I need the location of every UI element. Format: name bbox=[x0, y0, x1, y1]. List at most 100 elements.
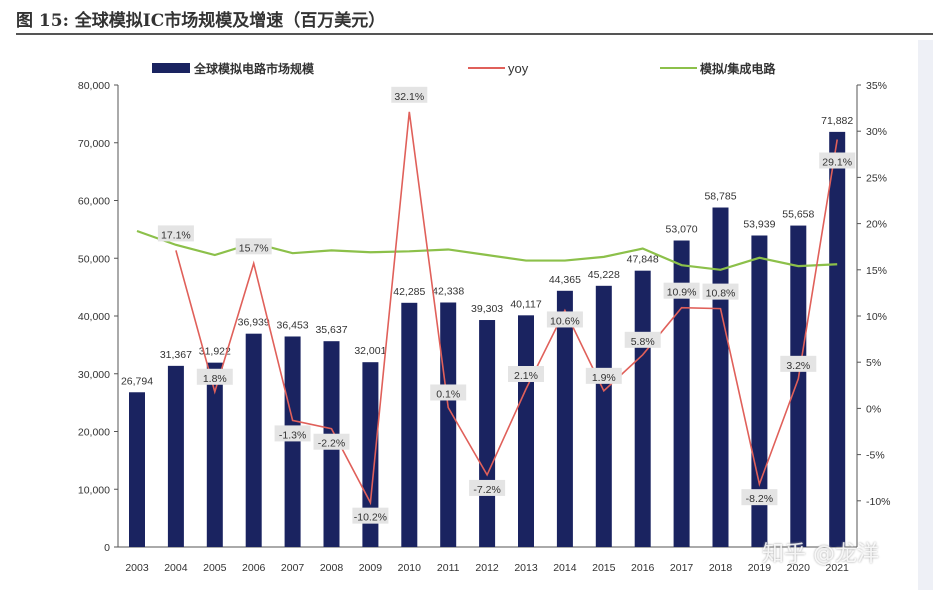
left-tick-label: 10,000 bbox=[78, 484, 110, 496]
yoy-label-box bbox=[352, 507, 389, 524]
yoy-label-box bbox=[585, 367, 622, 384]
bar-value-label: 53,070 bbox=[666, 224, 698, 236]
yoy-label: 10.9% bbox=[667, 287, 697, 299]
yoy-label-box bbox=[741, 489, 778, 506]
yoy-label: 32.1% bbox=[394, 91, 424, 103]
yoy-label: 15.7% bbox=[239, 242, 269, 254]
right-tick-label: 10% bbox=[866, 311, 887, 323]
bar bbox=[595, 285, 612, 547]
page-margin bbox=[918, 40, 933, 590]
yoy-label: 3.2% bbox=[786, 360, 810, 372]
figure-title: 图 15: 全球模拟IC市场规模及增速（百万美元） bbox=[16, 11, 386, 31]
x-tick-label: 2019 bbox=[748, 562, 772, 574]
x-tick-label: 2015 bbox=[592, 562, 616, 574]
yoy-label: 1.8% bbox=[203, 373, 227, 385]
x-tick-label: 2004 bbox=[164, 562, 188, 574]
x-tick-label: 2018 bbox=[709, 562, 733, 574]
bar-value-label: 36,453 bbox=[277, 319, 309, 331]
watermark: 知乎 @龙洋 bbox=[762, 542, 879, 567]
yoy-label-box bbox=[391, 86, 428, 103]
bar bbox=[634, 270, 651, 547]
bar-value-label: 35,637 bbox=[315, 324, 347, 336]
yoy-label-box bbox=[624, 331, 661, 348]
left-tick-label: 20,000 bbox=[78, 427, 110, 439]
left-tick-label: 30,000 bbox=[78, 369, 110, 381]
yoy-label: 1.9% bbox=[592, 372, 616, 384]
bar bbox=[245, 333, 262, 547]
yoy-label-box bbox=[508, 365, 544, 382]
left-tick-label: 70,000 bbox=[78, 138, 110, 150]
left-tick-label: 60,000 bbox=[78, 196, 110, 208]
bar bbox=[440, 302, 457, 547]
bar bbox=[129, 392, 145, 547]
left-tick-label: 50,000 bbox=[78, 253, 110, 265]
yoy-label-box bbox=[157, 225, 194, 242]
bar-value-label: 31,367 bbox=[160, 349, 192, 361]
x-tick-label: 2008 bbox=[320, 562, 344, 574]
right-tick-label: 30% bbox=[866, 126, 887, 138]
yoy-label-box bbox=[702, 283, 739, 300]
right-tick-label: 15% bbox=[866, 265, 887, 277]
bar-value-label: 40,117 bbox=[510, 298, 541, 310]
bar bbox=[518, 315, 534, 547]
right-tick-label: 5% bbox=[866, 357, 881, 369]
yoy-label: 0.1% bbox=[436, 388, 460, 400]
bar bbox=[362, 362, 379, 547]
bar-value-label: 71,882 bbox=[821, 115, 853, 127]
bar bbox=[829, 131, 846, 547]
right-tick-label: -10% bbox=[866, 496, 891, 508]
title-divider bbox=[16, 33, 933, 35]
right-tick-label: 0% bbox=[866, 403, 881, 415]
yoy-label: 29.1% bbox=[822, 157, 852, 169]
bar-value-label: 32,001 bbox=[354, 345, 386, 357]
yoy-label: 2.1% bbox=[514, 370, 538, 382]
yoy-label: 17.1% bbox=[161, 229, 191, 241]
bar bbox=[556, 290, 573, 547]
bar-value-label: 39,303 bbox=[471, 303, 503, 315]
x-tick-label: 2021 bbox=[826, 562, 850, 574]
yoy-label: -8.2% bbox=[746, 493, 773, 505]
bar-value-label: 42,285 bbox=[393, 286, 425, 298]
x-tick-label: 2009 bbox=[359, 562, 383, 574]
bar-value-label: 53,939 bbox=[743, 219, 775, 231]
yoy-label-box bbox=[196, 368, 233, 385]
bar bbox=[673, 240, 690, 547]
right-tick-label: -5% bbox=[866, 450, 885, 462]
x-tick-label: 2013 bbox=[514, 562, 538, 574]
bar-value-label: 47,848 bbox=[627, 254, 659, 266]
bar-value-label: 44,365 bbox=[549, 274, 581, 286]
x-tick-label: 2010 bbox=[398, 562, 422, 574]
yoy-label-box bbox=[469, 479, 506, 496]
yoy-label: -1.3% bbox=[279, 429, 306, 441]
left-tick-label: 0 bbox=[104, 542, 110, 554]
yoy-label-box bbox=[430, 384, 467, 401]
x-tick-label: 2014 bbox=[553, 562, 577, 574]
yoy-label: -10.2% bbox=[354, 512, 387, 524]
legend-label-yoy: yoy bbox=[508, 61, 529, 76]
x-tick-label: 2011 bbox=[437, 562, 460, 574]
right-tick-label: 25% bbox=[866, 172, 887, 184]
x-tick-label: 2016 bbox=[631, 562, 655, 574]
yoy-label-box bbox=[274, 425, 311, 442]
bar bbox=[284, 336, 301, 547]
bar bbox=[401, 302, 418, 547]
bar bbox=[167, 365, 184, 547]
bar-value-label: 45,228 bbox=[588, 269, 620, 281]
right-tick-label: 35% bbox=[866, 80, 887, 92]
bar-value-label: 58,785 bbox=[704, 191, 736, 203]
x-tick-label: 2007 bbox=[281, 562, 305, 574]
x-tick-label: 2020 bbox=[787, 562, 811, 574]
yoy-label-box bbox=[313, 433, 350, 450]
yoy-label-box bbox=[663, 282, 700, 299]
bar bbox=[206, 362, 223, 547]
yoy-label: -7.2% bbox=[473, 484, 500, 496]
bar-value-label: 36,939 bbox=[238, 317, 270, 329]
x-tick-label: 2017 bbox=[670, 562, 694, 574]
bar-value-label: 42,338 bbox=[432, 285, 464, 297]
yoy-label: 10.8% bbox=[706, 288, 736, 300]
left-tick-label: 40,000 bbox=[78, 311, 110, 323]
bar-value-label: 31,922 bbox=[199, 346, 231, 358]
legend-label-analog-share: 模拟/集成电路 bbox=[700, 61, 776, 76]
legend-swatch-market-size bbox=[152, 63, 190, 73]
